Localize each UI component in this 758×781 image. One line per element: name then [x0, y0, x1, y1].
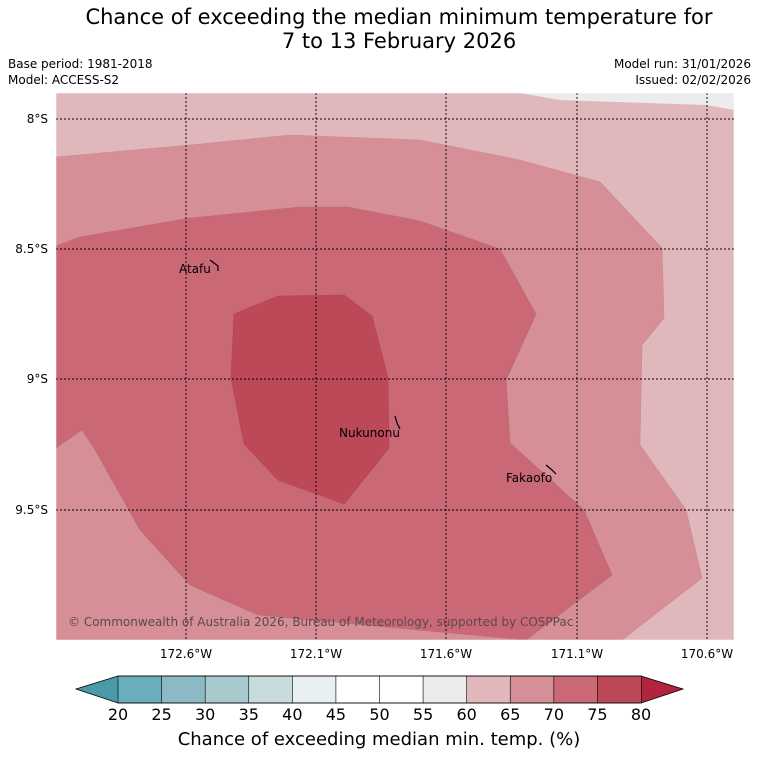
- page-title: Chance of exceeding the median minimum t…: [0, 5, 758, 53]
- atoll-nukunonu-shape: [394, 415, 401, 430]
- islands: [209, 259, 557, 475]
- copyright-text: © Commonwealth of Australia 2026, Bureau…: [68, 615, 573, 629]
- meta-right: Model run: 31/01/2026 Issued: 02/02/2026: [614, 56, 751, 88]
- place-labels: Atafu Nukunonu Fakaofo: [179, 262, 552, 485]
- model-name: Model: ACCESS-S2: [8, 73, 120, 87]
- colorbar-cell: [466, 675, 511, 704]
- map-area: [56, 93, 734, 640]
- lat-labels: 8°S 8.5°S 9°S 9.5°S: [15, 112, 48, 517]
- contour-75-80: [230, 294, 390, 505]
- colorbar-label: Chance of exceeding median min. temp. (%…: [177, 729, 581, 750]
- colorbar-cell: [117, 675, 163, 704]
- colorbar: 20 25 30 35 40 45 50 55 60 65 70 75 80: [74, 675, 685, 724]
- colorbar-tick-label: 20: [108, 705, 128, 724]
- lat-label: 8.5°S: [15, 242, 48, 256]
- colorbar-tick-label: 25: [151, 705, 171, 724]
- colorbar-cell: [553, 675, 599, 704]
- title-line-1: Chance of exceeding the median minimum t…: [85, 5, 713, 29]
- colorbar-under-arrow: [76, 676, 118, 703]
- colorbar-over-arrow: [641, 676, 683, 703]
- colorbar-tick-label: 30: [195, 705, 215, 724]
- colorbar-tick-label: 75: [587, 705, 607, 724]
- place-label-nukunonu: Nukunonu: [339, 426, 400, 440]
- model-run: Model run: 31/01/2026: [613, 57, 751, 71]
- colorbar-cell: [379, 675, 424, 704]
- place-label-atafu: Atafu: [179, 262, 211, 276]
- lat-label: 9°S: [27, 372, 48, 386]
- colorbar-tick-label: 55: [413, 705, 433, 724]
- lon-labels: 172.6°W 172.1°W 171.6°W 171.1°W 170.6°W: [160, 647, 733, 661]
- colorbar-cell: [248, 675, 293, 704]
- lat-label: 9.5°S: [15, 503, 48, 517]
- colorbar-cell: [597, 675, 642, 704]
- gridlines: [56, 93, 734, 640]
- base-period: Base period: 1981-2018: [8, 57, 153, 71]
- colorbar-tick-label: 65: [500, 705, 520, 724]
- issued-date: Issued: 02/02/2026: [635, 73, 751, 87]
- colorbar-cell: [161, 675, 206, 704]
- lat-label: 8°S: [27, 112, 48, 126]
- colorbar-tick-label: 80: [631, 705, 651, 724]
- colorbar-tick-label: 35: [239, 705, 259, 724]
- lon-label: 172.1°W: [290, 647, 342, 661]
- colorbar-tick-label: 70: [544, 705, 564, 724]
- colorbar-tick-label: 40: [282, 705, 302, 724]
- lon-label: 170.6°W: [681, 647, 733, 661]
- colorbar-tick-label: 45: [326, 705, 346, 724]
- colorbar-cell: [335, 675, 381, 704]
- colorbar-outline: [74, 675, 685, 704]
- lon-label: 171.1°W: [551, 647, 603, 661]
- colorbar-cell: [509, 675, 555, 704]
- colorbar-cell: [292, 675, 337, 704]
- map-border: [55, 92, 735, 641]
- lon-label: 172.6°W: [160, 647, 212, 661]
- colorbar-tick-label: 60: [456, 705, 476, 724]
- place-label-fakaofo: Fakaofo: [506, 471, 552, 485]
- lon-label: 171.6°W: [420, 647, 472, 661]
- atoll-fakaofo-shape: [545, 464, 557, 475]
- atoll-atafu-shape: [209, 259, 219, 271]
- meta-left: Base period: 1981-2018 Model: ACCESS-S2: [8, 56, 153, 88]
- colorbar-cell: [204, 675, 250, 704]
- colorbar-cell: [422, 675, 468, 704]
- colorbar-tick-label: 50: [369, 705, 389, 724]
- title-line-2: 7 to 13 February 2026: [281, 29, 517, 53]
